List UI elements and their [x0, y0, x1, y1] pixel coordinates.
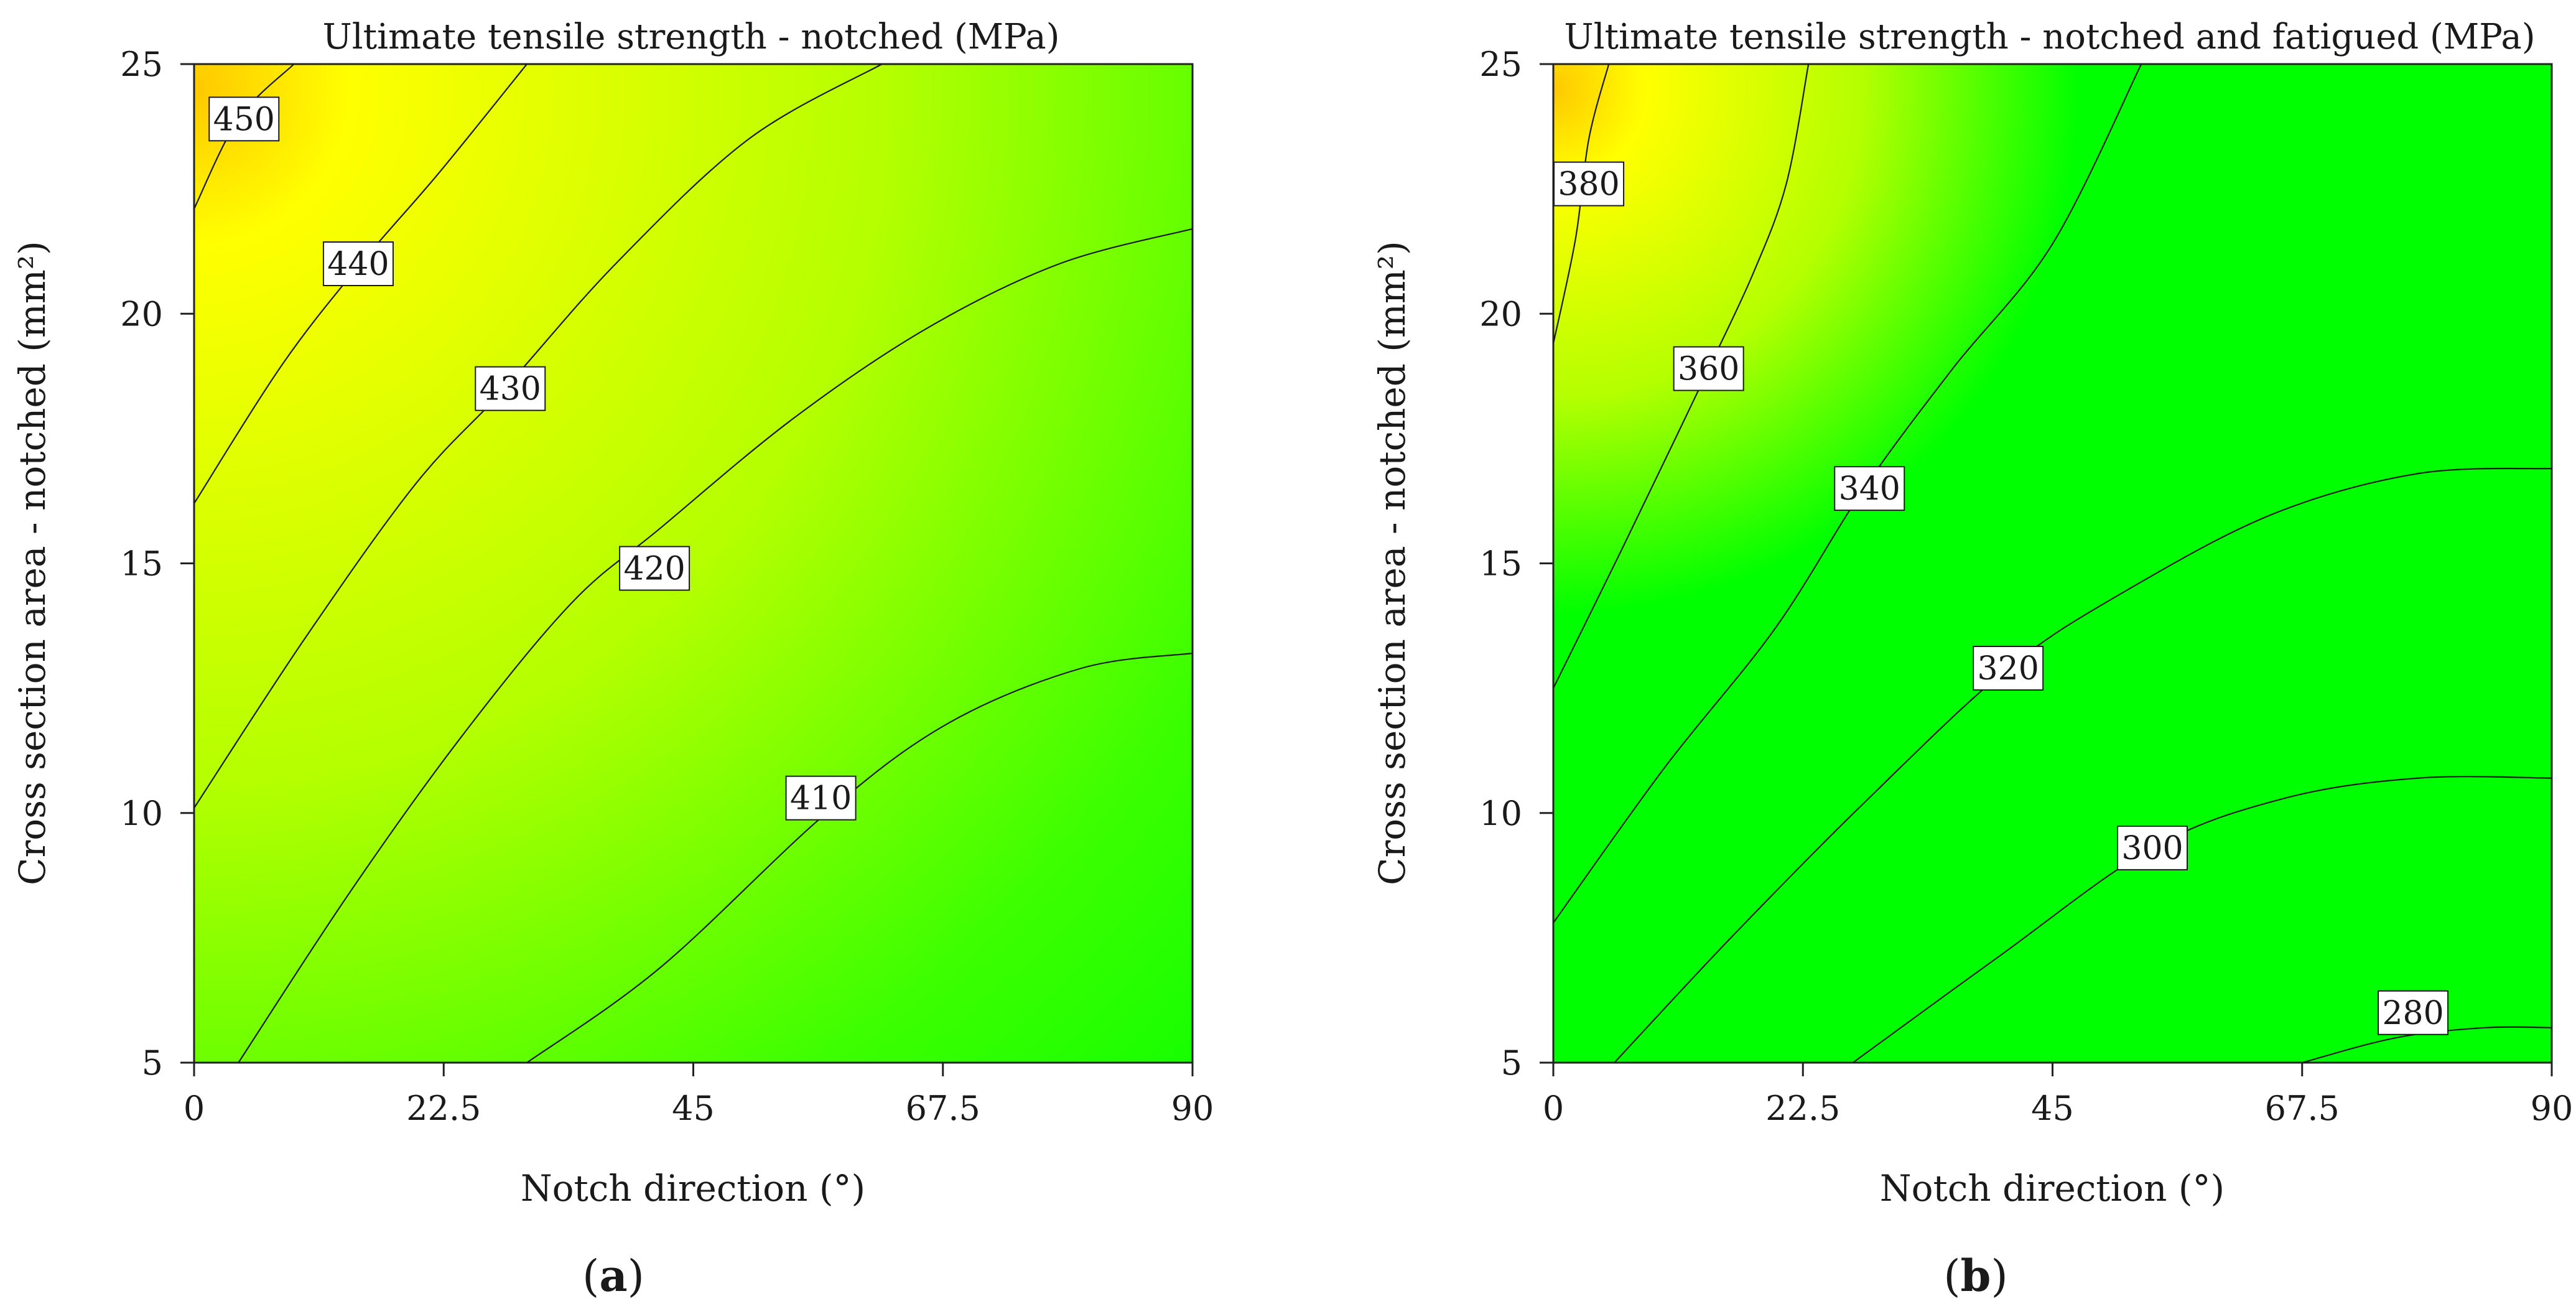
contour-heatmap — [194, 64, 1193, 1063]
contour-label-320: 320 — [1978, 650, 2039, 687]
x-axis: 0 22.5 45 67.5 90 — [184, 1063, 1214, 1128]
contour-label-420: 420 — [623, 551, 685, 588]
x-tick-label: 90 — [2531, 1089, 2574, 1128]
contour-label-410: 410 — [790, 780, 852, 818]
y-axis: 5 10 15 20 25 — [120, 45, 194, 1083]
panel-a: Ultimate tensile strength - notched (MPa… — [11, 17, 1214, 1302]
x-tick-label: 22.5 — [1765, 1089, 1840, 1128]
y-tick-label: 5 — [142, 1043, 163, 1083]
y-axis-label: Cross section area - notched (mm²) — [1371, 241, 1413, 885]
contour-label-box-380 — [1553, 161, 1625, 207]
y-tick-label: 5 — [1501, 1043, 1522, 1083]
panel-b: Ultimate tensile strength - notched and … — [1371, 17, 2573, 1302]
x-tick-label: 0 — [1543, 1089, 1564, 1128]
y-tick-label: 10 — [1479, 794, 1522, 833]
y-tick-label: 10 — [120, 794, 163, 833]
x-tick-label: 67.5 — [2265, 1089, 2340, 1128]
chart-title: Ultimate tensile strength - notched (MPa… — [323, 17, 1060, 57]
y-axis: 5 10 15 20 25 — [1479, 45, 1553, 1083]
panel-caption: (b) — [1943, 1250, 2008, 1302]
x-tick-label: 0 — [184, 1089, 205, 1128]
y-tick-label: 20 — [1479, 294, 1522, 333]
x-tick-label: 22.5 — [406, 1089, 481, 1128]
contour-label-280: 280 — [2382, 995, 2443, 1032]
contour-label-430: 430 — [480, 371, 541, 408]
contour-line-320 — [1614, 467, 2552, 1063]
y-axis-label: Cross section area - notched (mm²) — [11, 241, 53, 885]
x-tick-label: 45 — [672, 1089, 715, 1128]
x-tick-label: 67.5 — [906, 1089, 980, 1128]
y-tick-label: 15 — [120, 544, 163, 584]
y-tick-label: 15 — [1479, 544, 1522, 584]
chart-title: Ultimate tensile strength - notched and … — [1564, 17, 2535, 57]
contour-label-box-410 — [785, 775, 857, 821]
y-tick-label: 25 — [120, 45, 163, 84]
contour-labels: 450 440 430 420 410 — [208, 96, 857, 821]
contour-label-box-340 — [1834, 466, 1905, 511]
contour-label-360: 360 — [1678, 351, 1739, 388]
contour-label-box-320 — [1973, 646, 2044, 691]
contour-label-box-420 — [619, 546, 690, 591]
panel-caption: (a) — [582, 1250, 644, 1302]
contour-label-300: 300 — [2121, 830, 2183, 867]
contour-label-440: 440 — [327, 246, 389, 283]
contour-label-450: 450 — [213, 101, 275, 138]
x-axis: 0 22.5 45 67.5 90 — [1543, 1063, 2574, 1128]
contour-line-420 — [238, 228, 1193, 1063]
contour-label-box-450 — [208, 96, 280, 142]
contour-line-410 — [526, 652, 1193, 1063]
contour-heatmap — [1553, 64, 2552, 1063]
contour-label-box-440 — [322, 241, 394, 286]
x-tick-label: 45 — [2031, 1089, 2074, 1128]
contour-label-380: 380 — [1558, 166, 1619, 203]
contour-label-box-430 — [475, 366, 546, 411]
y-tick-label: 20 — [120, 294, 163, 333]
x-axis-label: Notch direction (°) — [1880, 1167, 2225, 1209]
x-tick-label: 90 — [1171, 1089, 1214, 1128]
contour-label-340: 340 — [1839, 470, 1900, 508]
contour-label-box-360 — [1673, 346, 1744, 391]
contour-line-300 — [1852, 776, 2552, 1063]
contour-label-box-280 — [2378, 990, 2449, 1035]
contour-labels: 380 360 340 320 300 280 — [1553, 161, 2449, 1035]
y-tick-label: 25 — [1479, 45, 1522, 84]
x-axis-label: Notch direction (°) — [521, 1167, 865, 1209]
contour-label-box-300 — [2117, 825, 2188, 870]
